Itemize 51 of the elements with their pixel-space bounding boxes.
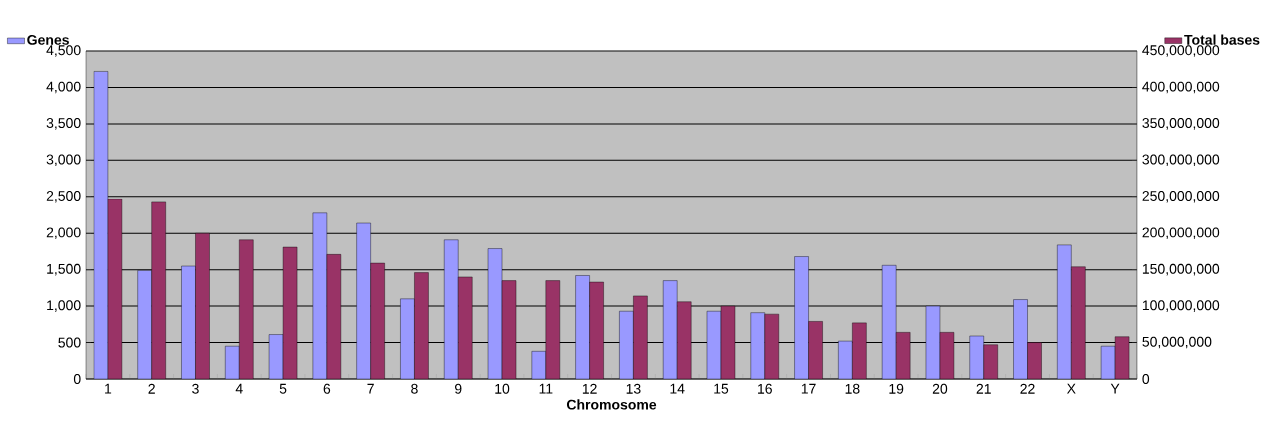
x-tick-label: 7 xyxy=(367,383,374,394)
x-tick-label: 6 xyxy=(323,383,331,394)
y2-tick-label: 100,000,000 xyxy=(1142,300,1220,312)
y-tick-label: 0 xyxy=(73,374,81,384)
legend-label: Genes xyxy=(27,34,69,45)
y2-tick-label: 450,000,000 xyxy=(1142,45,1220,57)
x-tick-label: 4 xyxy=(235,383,243,394)
x-tick-label: 13 xyxy=(626,383,641,394)
x-tick-label: 1 xyxy=(105,383,112,394)
x-axis-title: Chromosome xyxy=(566,399,657,410)
x-tick-label: 19 xyxy=(889,383,904,394)
x-tick-label: 9 xyxy=(455,383,462,394)
x-tick-label: 18 xyxy=(845,383,860,394)
y-tick-label: 1,500 xyxy=(47,263,81,276)
x-tick-label: 15 xyxy=(714,383,729,394)
bar xyxy=(794,256,809,379)
x-tick-label: 11 xyxy=(539,383,553,394)
y-tick-label: 3,000 xyxy=(46,154,81,167)
x-tick-label: 17 xyxy=(801,383,816,394)
y-tick-label: 1,000 xyxy=(47,300,81,312)
x-tick-label: 14 xyxy=(670,383,685,394)
y2-tick-label: 50,000,000 xyxy=(1142,336,1212,349)
x-tick-label: Y xyxy=(1110,383,1120,394)
x-tick-label: 22 xyxy=(1020,383,1035,394)
y2-tick-label: 150,000,000 xyxy=(1142,263,1220,276)
legend-label: Total bases xyxy=(1184,34,1260,45)
x-tick-label: 3 xyxy=(192,383,199,394)
x-tick-label: 5 xyxy=(279,383,287,394)
x-tick-label: 20 xyxy=(932,383,948,394)
x-tick-label: 16 xyxy=(758,383,772,394)
bar xyxy=(239,239,254,379)
x-tick-label: 2 xyxy=(148,383,155,394)
bar xyxy=(545,280,560,379)
y-tick-label: 2,000 xyxy=(46,227,81,239)
y-tick-label: 3,500 xyxy=(46,118,81,130)
bar xyxy=(1013,299,1028,379)
y2-tick-label: 300,000,000 xyxy=(1142,154,1220,167)
y-tick-label: 500 xyxy=(58,337,81,348)
x-tick-label: 12 xyxy=(582,383,597,394)
y-tick-label: 4,500 xyxy=(46,45,81,57)
x-tick-label: 8 xyxy=(411,383,418,394)
y-tick-label: 4,000 xyxy=(46,81,81,94)
x-tick-label: X xyxy=(1066,383,1076,394)
y-tick-label: 2,500 xyxy=(46,190,81,203)
y2-tick-label: 0 xyxy=(1142,374,1150,384)
y2-tick-label: 200,000,000 xyxy=(1142,227,1220,239)
x-tick-label: 10 xyxy=(495,383,510,394)
y2-tick-label: 400,000,000 xyxy=(1142,81,1220,94)
y2-tick-label: 250,000,000 xyxy=(1142,190,1220,203)
y2-tick-label: 350,000,000 xyxy=(1142,118,1220,130)
x-tick-label: 21 xyxy=(976,383,991,394)
